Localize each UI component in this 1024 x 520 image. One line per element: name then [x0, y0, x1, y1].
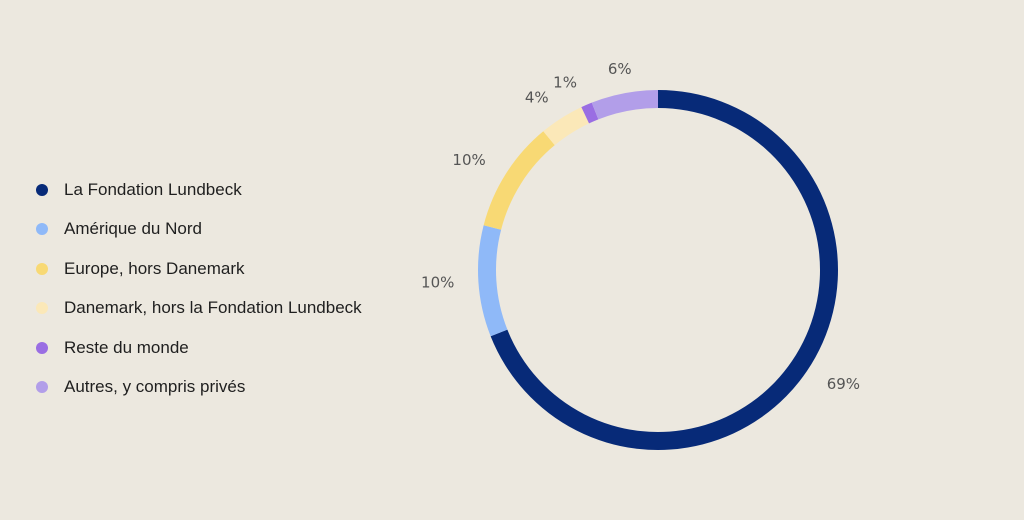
legend-label: Autres, y compris privés — [64, 377, 246, 397]
donut-slice — [483, 131, 555, 230]
legend-item: Amérique du Nord — [36, 210, 362, 250]
legend-swatch — [36, 302, 48, 315]
legend-swatch — [36, 183, 48, 196]
legend-swatch — [36, 223, 48, 236]
legend-label: Amérique du Nord — [64, 219, 202, 239]
legend-label: La Fondation Lundbeck — [64, 179, 242, 199]
legend-item: Autres, y compris privés — [36, 368, 362, 408]
legend-swatch — [36, 262, 48, 275]
slice-percent-label: 10% — [452, 151, 485, 169]
slice-percent-label: 10% — [421, 273, 454, 291]
slice-percent-label: 69% — [827, 375, 860, 393]
legend-item: La Fondation Lundbeck — [36, 170, 362, 210]
legend-item: Europe, hors Danemark — [36, 249, 362, 289]
slice-percent-label: 4% — [525, 88, 549, 106]
slice-percent-label: 1% — [553, 73, 577, 91]
legend-swatch — [36, 341, 48, 354]
legend-label: Europe, hors Danemark — [64, 258, 245, 278]
donut-slice — [591, 90, 658, 120]
legend-label: Danemark, hors la Fondation Lundbeck — [64, 298, 362, 318]
donut-slice — [581, 102, 599, 124]
legend-item: Danemark, hors la Fondation Lundbeck — [36, 289, 362, 329]
donut-slice — [478, 225, 508, 337]
legend-item: Reste du monde — [36, 328, 362, 368]
slice-percent-label: 6% — [608, 60, 632, 78]
donut-slice — [543, 107, 590, 146]
legend-label: Reste du monde — [64, 337, 189, 357]
legend-swatch — [36, 381, 48, 394]
chart-legend: La Fondation Lundbeck Amérique du Nord Eur… — [36, 170, 362, 407]
